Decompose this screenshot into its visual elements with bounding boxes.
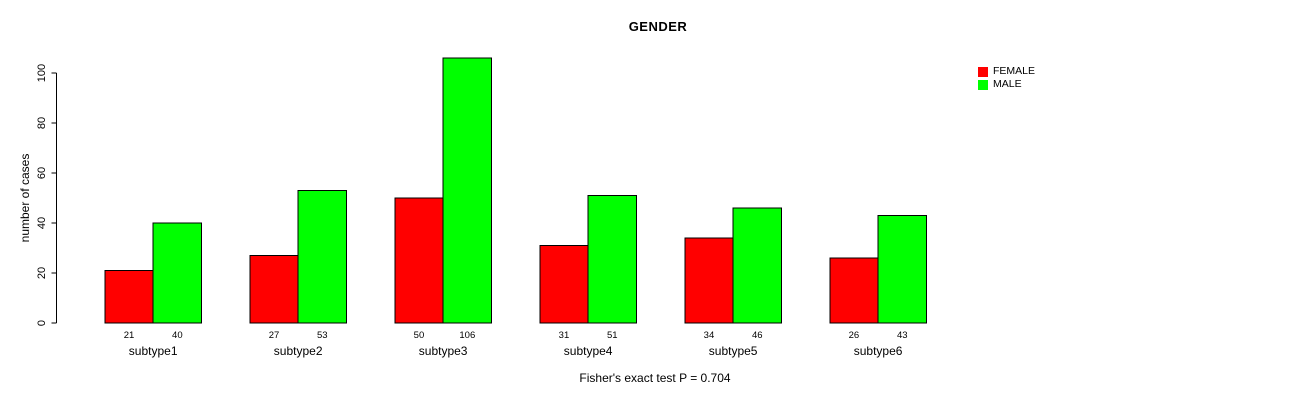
legend-item-male: MALE bbox=[978, 78, 1035, 91]
bar-male-subtype3 bbox=[442, 57, 492, 324]
bar-female-subtype6 bbox=[829, 257, 879, 324]
legend-item-female: FEMALE bbox=[978, 65, 1035, 78]
bar-value-label: 26 bbox=[849, 330, 860, 341]
x-category-label: subtype1 bbox=[129, 344, 178, 358]
male-swatch-icon bbox=[978, 79, 988, 90]
bar-value-label: 53 bbox=[317, 330, 328, 341]
bar-female-subtype5 bbox=[684, 237, 734, 324]
legend-label: FEMALE bbox=[993, 65, 1036, 77]
x-category-label: subtype4 bbox=[564, 344, 613, 358]
y-tick-label: 40 bbox=[36, 217, 48, 229]
bar-male-subtype1 bbox=[152, 222, 202, 324]
bar-value-label: 31 bbox=[559, 330, 570, 341]
bar-male-subtype4 bbox=[587, 195, 637, 324]
bar-female-subtype3 bbox=[394, 197, 444, 324]
female-swatch-icon bbox=[978, 66, 988, 77]
bar-value-label: 27 bbox=[269, 330, 280, 341]
x-category-label: subtype5 bbox=[709, 344, 758, 358]
bar-value-label: 106 bbox=[459, 330, 475, 341]
y-tick-label: 20 bbox=[36, 267, 48, 279]
bar-male-subtype6 bbox=[877, 215, 927, 324]
y-tick-label: 80 bbox=[36, 117, 48, 129]
legend: FEMALE MALE bbox=[978, 65, 1035, 91]
bar-value-label: 51 bbox=[607, 330, 618, 341]
bar-male-subtype2 bbox=[297, 190, 347, 324]
bar-value-label: 40 bbox=[172, 330, 183, 341]
legend-label: MALE bbox=[993, 78, 1022, 90]
bar-value-label: 21 bbox=[124, 330, 135, 341]
bar-female-subtype1 bbox=[104, 270, 154, 324]
bar-value-label: 43 bbox=[897, 330, 908, 341]
fisher-test-annotation: Fisher's exact test P = 0.704 bbox=[579, 371, 731, 385]
bar-female-subtype4 bbox=[539, 245, 589, 324]
y-tick-label: 100 bbox=[36, 64, 48, 82]
bar-value-label: 50 bbox=[414, 330, 425, 341]
chart-title: GENDER bbox=[628, 19, 688, 34]
bar-male-subtype5 bbox=[732, 207, 782, 324]
x-category-label: subtype6 bbox=[854, 344, 903, 358]
bar-value-label: 34 bbox=[704, 330, 715, 341]
y-tick-label: 60 bbox=[36, 167, 48, 179]
x-category-label: subtype3 bbox=[419, 344, 468, 358]
bar-female-subtype2 bbox=[249, 255, 299, 324]
bar-value-label: 46 bbox=[752, 330, 763, 341]
y-tick-label: 0 bbox=[36, 320, 48, 326]
x-category-label: subtype2 bbox=[274, 344, 323, 358]
